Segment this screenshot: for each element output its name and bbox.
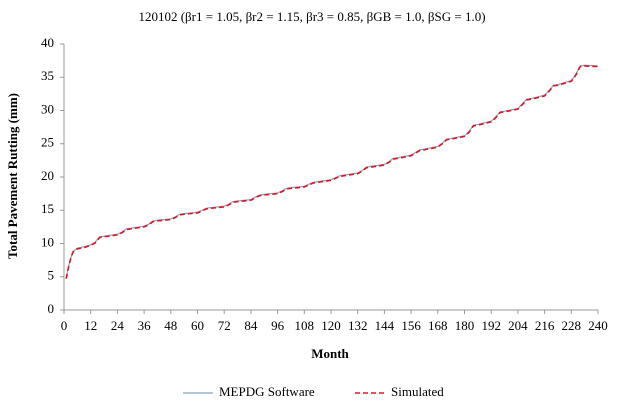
y-tick-label: 30 xyxy=(41,101,54,116)
y-tick-label: 40 xyxy=(41,35,54,50)
x-tick-label: 120 xyxy=(321,318,341,333)
x-tick-label: 168 xyxy=(428,318,448,333)
x-tick-label: 144 xyxy=(375,318,395,333)
y-tick-label: 5 xyxy=(48,268,55,283)
x-tick-label: 204 xyxy=(508,318,528,333)
x-tick-label: 192 xyxy=(481,318,501,333)
y-tick-label: 15 xyxy=(41,201,54,216)
y-tick-label: 25 xyxy=(41,135,54,150)
x-tick-label: 36 xyxy=(138,318,152,333)
x-tick-label: 24 xyxy=(111,318,125,333)
x-tick-label: 0 xyxy=(61,318,68,333)
x-tick-label: 48 xyxy=(164,318,177,333)
legend-label: MEPDG Software xyxy=(219,384,315,399)
y-axis-label: Total Pavement Rutting (mm) xyxy=(5,93,20,259)
y-tick-label: 35 xyxy=(41,68,54,83)
x-tick-label: 72 xyxy=(218,318,231,333)
x-tick-label: 132 xyxy=(348,318,368,333)
x-tick-label: 228 xyxy=(562,318,582,333)
x-tick-label: 12 xyxy=(84,318,97,333)
x-axis-label: Month xyxy=(311,346,349,361)
y-tick-label: 20 xyxy=(41,168,54,183)
y-tick-label: 0 xyxy=(48,301,55,316)
x-tick-label: 96 xyxy=(271,318,285,333)
chart-title: 120102 (βr1 = 1.05, βr2 = 1.15, βr3 = 0.… xyxy=(138,9,485,24)
x-tick-label: 108 xyxy=(295,318,315,333)
x-tick-label: 60 xyxy=(191,318,204,333)
x-tick-label: 216 xyxy=(535,318,555,333)
series-line xyxy=(65,64,599,279)
x-tick-label: 156 xyxy=(401,318,421,333)
x-tick-label: 84 xyxy=(244,318,258,333)
series-line xyxy=(65,65,599,279)
x-tick-label: 180 xyxy=(455,318,475,333)
y-tick-label: 10 xyxy=(41,234,54,249)
x-tick-label: 240 xyxy=(588,318,608,333)
legend-label: Simulated xyxy=(391,384,444,399)
